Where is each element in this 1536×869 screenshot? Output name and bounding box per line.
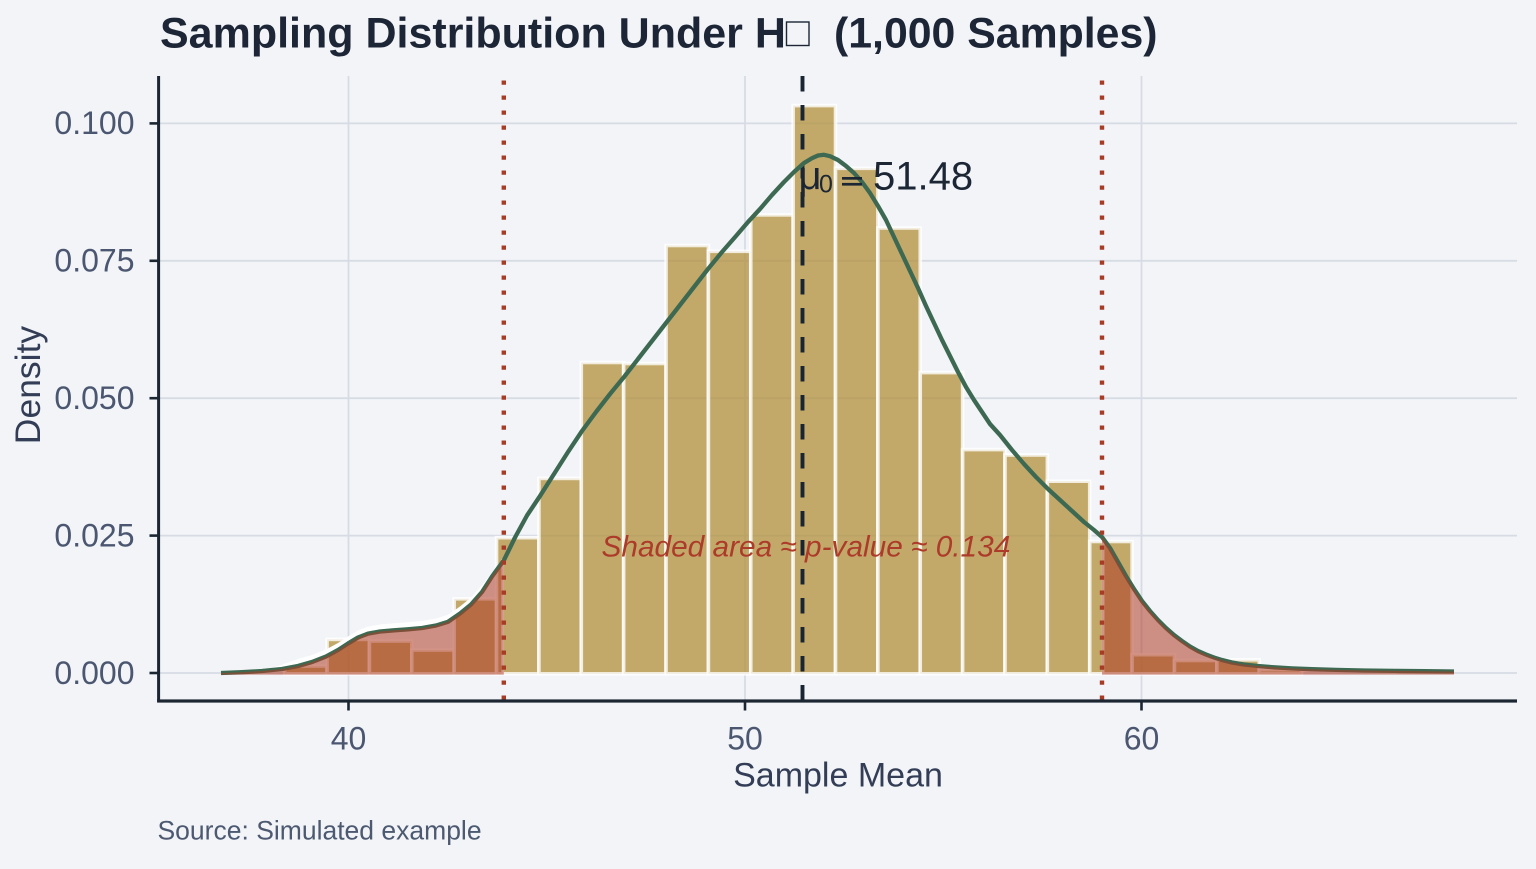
svg-text:μ: μ [799,154,822,198]
svg-text:0.100: 0.100 [54,105,134,141]
svg-text:0.075: 0.075 [54,243,134,279]
svg-text:Sample Mean: Sample Mean [733,757,943,795]
svg-text:51.48: 51.48 [873,155,973,199]
svg-text:0.025: 0.025 [54,517,134,553]
svg-text:Sampling Distribution Under H: Sampling Distribution Under H [160,10,786,58]
svg-text:0.000: 0.000 [54,655,134,691]
svg-text:Density: Density [8,326,48,445]
svg-text:0.050: 0.050 [54,380,134,416]
svg-text:Shaded area ≈ p-value ≈ 0.134: Shaded area ≈ p-value ≈ 0.134 [602,531,1011,564]
svg-text:(1,000 Samples): (1,000 Samples) [834,10,1158,58]
svg-text:50: 50 [727,721,763,757]
svg-text:60: 60 [1124,721,1160,757]
svg-text:0: 0 [819,171,833,199]
svg-text:40: 40 [331,721,367,757]
svg-text:Source: Simulated example: Source: Simulated example [158,816,482,846]
